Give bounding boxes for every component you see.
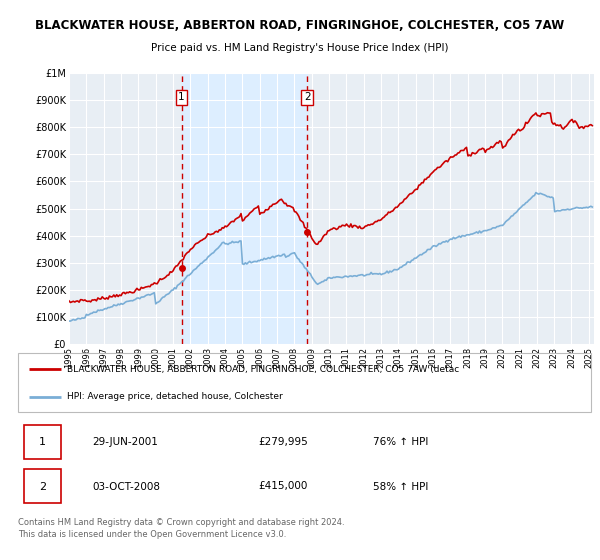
- Text: 1: 1: [178, 92, 185, 102]
- Bar: [182, 73, 307, 344]
- Text: 58% ↑ HPI: 58% ↑ HPI: [373, 482, 428, 492]
- Text: Contains HM Land Registry data © Crown copyright and database right 2024.
This d: Contains HM Land Registry data © Crown c…: [18, 518, 344, 539]
- Text: BLACKWATER HOUSE, ABBERTON ROAD, FINGRINGHOE, COLCHESTER, CO5 7AW (detac: BLACKWATER HOUSE, ABBERTON ROAD, FINGRIN…: [67, 365, 459, 374]
- Text: 2: 2: [304, 92, 311, 102]
- Text: BLACKWATER HOUSE, ABBERTON ROAD, FINGRINGHOE, COLCHESTER, CO5 7AW: BLACKWATER HOUSE, ABBERTON ROAD, FINGRIN…: [35, 18, 565, 32]
- Text: 03-OCT-2008: 03-OCT-2008: [92, 482, 160, 492]
- Text: £279,995: £279,995: [259, 437, 308, 447]
- Text: HPI: Average price, detached house, Colchester: HPI: Average price, detached house, Colc…: [67, 393, 283, 402]
- Text: 1: 1: [39, 437, 46, 447]
- Text: £415,000: £415,000: [259, 482, 308, 492]
- Bar: [24, 469, 61, 503]
- Bar: [24, 424, 61, 459]
- Text: 2: 2: [39, 482, 46, 492]
- Text: 76% ↑ HPI: 76% ↑ HPI: [373, 437, 428, 447]
- Text: 29-JUN-2001: 29-JUN-2001: [92, 437, 158, 447]
- Text: Price paid vs. HM Land Registry's House Price Index (HPI): Price paid vs. HM Land Registry's House …: [151, 43, 449, 53]
